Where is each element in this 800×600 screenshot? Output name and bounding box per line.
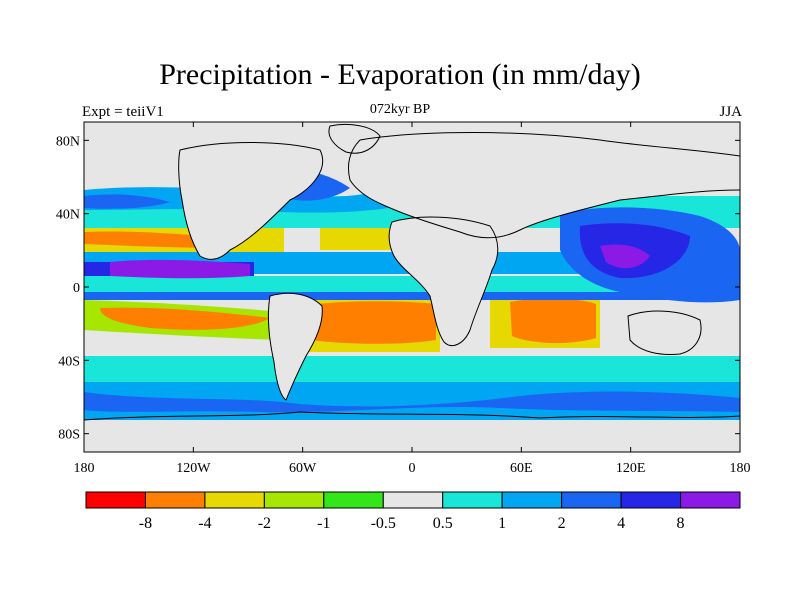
season-label: JJA [719,104,742,120]
experiment-label: Expt = teiiV1 [82,104,164,120]
sa-subtropics-dry [300,301,436,344]
equatorial-band [84,276,740,292]
colorbar-label: -2 [258,515,271,532]
x-tick-label: 180 [730,461,751,476]
x-tick-label: 180 [74,461,95,476]
x-tick-label: 0 [409,461,416,476]
map-field [84,122,740,452]
chart-subtitle: 072kyr BP [369,102,431,117]
y-tick-label: 80N [56,134,80,149]
y-tick-label: 40N [56,208,80,223]
y-axis: 80N 40N 0 40S 80S [56,134,740,443]
colorbar-swatch [382,491,444,509]
colorbar-label: -8 [139,515,152,532]
x-tick-label: 120W [176,461,211,476]
colorbar: -8 -4 -2 -1 -0.5 0.5 1 2 4 8 [85,491,741,532]
colorbar-label: -4 [198,515,211,532]
colorbar-swatch [561,491,622,509]
x-tick-label: 60E [510,461,533,476]
australia [628,311,702,355]
southern-mid-band [84,356,740,382]
chart-title: Precipitation - Evaporation (in mm/day) [159,58,641,91]
colorbar-label: 4 [617,515,625,532]
south-america [268,293,323,400]
coastlines [84,123,740,421]
y-tick-label: 0 [73,281,80,296]
x-axis: 180 120W 60W 0 60E 120E 180 [74,122,751,476]
itcz-peak [110,259,250,279]
colorbar-swatch [680,491,741,509]
colorbar-swatch [85,491,146,509]
colorbar-label: 8 [677,515,685,532]
y-tick-label: 40S [58,354,80,369]
colorbar-swatch [204,491,265,509]
colorbar-label: -1 [317,515,330,532]
southern-itcz [84,292,740,300]
colorbar-label: 1 [498,515,506,532]
antarctica [84,420,740,452]
colorbar-swatch [501,491,563,509]
colorbar-label: -0.5 [371,515,396,532]
colorbar-swatch [442,491,503,509]
si-subtropics-dry [510,298,596,344]
sp-subtropics-dry [100,307,270,330]
greenland [328,124,380,154]
colorbar-label: 0.5 [433,515,453,532]
x-tick-label: 60W [289,461,317,476]
np-storm-core [84,194,170,209]
x-tick-label: 120E [616,461,646,476]
monsoon-peak [600,244,650,269]
colorbar-swatch [263,491,325,509]
colorbar-swatch [323,491,384,509]
eurasia [348,132,740,238]
arctic [84,122,740,150]
colorbar-swatch [620,491,682,509]
africa [389,217,498,346]
north-america [178,142,323,260]
colorbar-swatch [144,491,206,509]
y-tick-label: 80S [58,428,80,443]
colorbar-label: 2 [558,515,566,532]
southern-storm-track [84,391,740,413]
